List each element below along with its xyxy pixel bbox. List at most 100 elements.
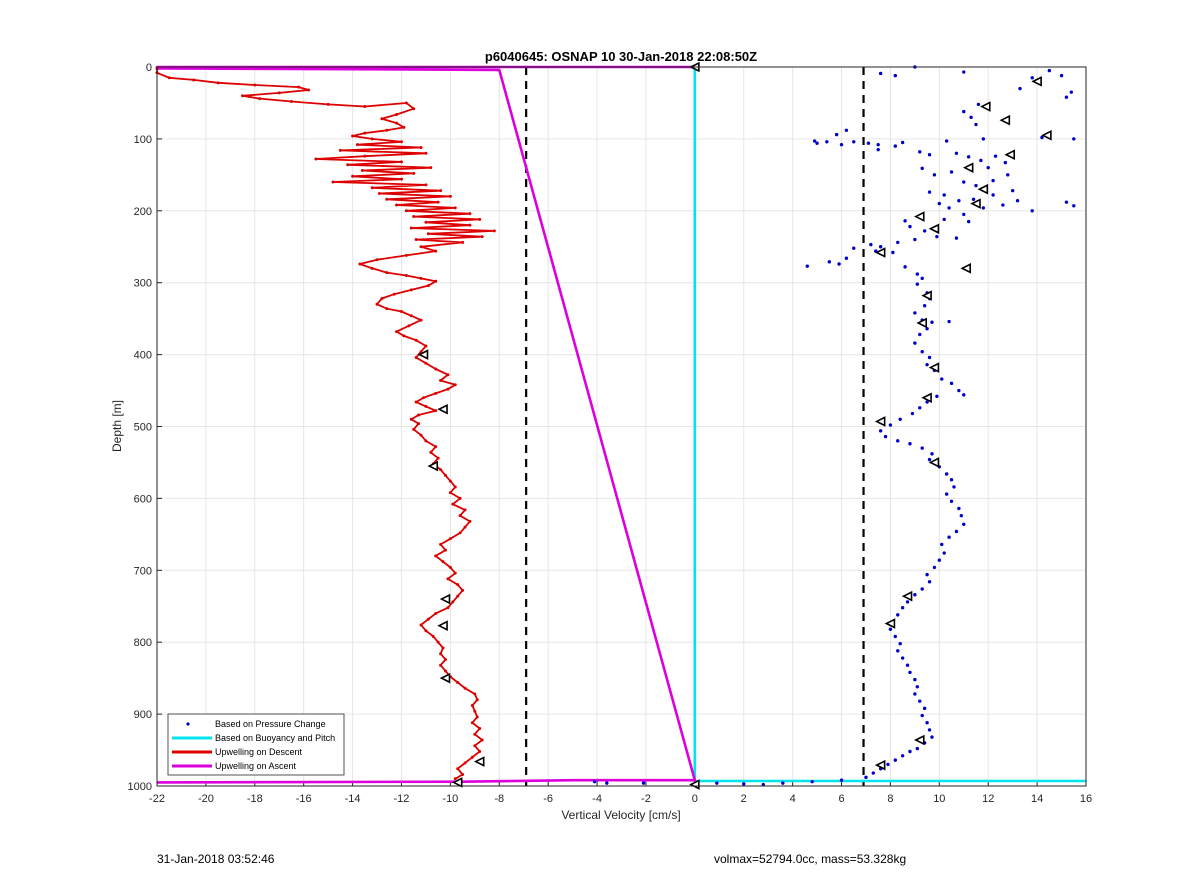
pressure-change-point xyxy=(918,150,922,154)
y-tick-label: 600 xyxy=(134,493,152,505)
descent-point xyxy=(448,565,452,569)
pressure-change-point xyxy=(962,522,966,526)
pressure-change-point xyxy=(927,728,932,732)
descent-point xyxy=(399,177,403,181)
pressure-change-point xyxy=(1001,203,1005,207)
legend-label-descent: Upwelling on Descent xyxy=(215,747,303,757)
pressure-change-point xyxy=(888,627,893,631)
pressure-change-point xyxy=(878,429,883,433)
pressure-change-point xyxy=(915,746,920,751)
pressure-change-point xyxy=(1006,173,1010,177)
pressure-change-point xyxy=(942,193,946,197)
pressure-change-point xyxy=(981,137,986,141)
pressure-change-point xyxy=(922,706,927,711)
pressure-change-point xyxy=(896,240,900,245)
pressure-change-point xyxy=(915,272,920,276)
pressure-change-point xyxy=(852,140,856,144)
descent-point xyxy=(480,235,484,239)
pressure-change-point xyxy=(925,362,929,367)
descent-point xyxy=(473,732,477,736)
descent-point xyxy=(241,94,245,98)
x-tick-label: 6 xyxy=(838,793,844,805)
legend-label-pressure: Based on Pressure Change xyxy=(215,719,326,729)
triangle-marker xyxy=(979,101,991,112)
pressure-change-point xyxy=(942,551,946,555)
descent-point xyxy=(434,611,438,615)
x-tick-label: 14 xyxy=(1031,793,1043,805)
footer-glider-info: volmax=52794.0cc, mass=53.328kg xyxy=(714,852,907,866)
pressure-change-point xyxy=(871,771,876,775)
descent-point xyxy=(461,240,465,244)
descent-point xyxy=(297,85,301,89)
x-tick-label: -22 xyxy=(149,793,165,805)
descent-point xyxy=(417,422,421,426)
descent-point xyxy=(167,76,171,80)
descent-point xyxy=(419,433,423,437)
descent-point xyxy=(448,479,452,483)
pressure-change-point xyxy=(974,183,978,188)
pressure-change-point xyxy=(959,513,964,518)
pressure-change-point xyxy=(942,217,946,222)
y-tick-label: 100 xyxy=(134,134,152,146)
y-tick-label: 0 xyxy=(146,62,152,74)
pressure-change-point xyxy=(893,758,898,762)
pressure-change-point xyxy=(1072,204,1076,208)
pressure-change-point xyxy=(981,206,986,210)
triangle-marker xyxy=(451,777,463,788)
descent-point xyxy=(475,715,479,719)
descent-point xyxy=(446,373,450,377)
pressure-change-point xyxy=(932,565,937,570)
pressure-change-point xyxy=(1059,73,1064,78)
descent-point xyxy=(446,577,450,581)
descent-point xyxy=(439,189,443,193)
descent-point xyxy=(453,485,457,489)
triangle-marker xyxy=(960,263,972,274)
descent-point xyxy=(424,404,428,408)
x-tick-label: -20 xyxy=(198,793,214,805)
pressure-change-point xyxy=(918,699,922,703)
descent-point xyxy=(289,100,293,104)
descent-point xyxy=(380,297,384,301)
descent-point xyxy=(331,180,335,184)
legend: Based on Pressure Change Based on Buoyan… xyxy=(167,713,345,776)
descent-point xyxy=(475,698,479,702)
descent-point xyxy=(402,334,406,338)
descent-point xyxy=(216,81,220,85)
pressure-change-point xyxy=(827,260,832,264)
pressure-change-point xyxy=(969,115,973,120)
x-tick-label: -2 xyxy=(641,793,651,805)
pressure-change-point xyxy=(898,417,902,422)
x-tick-label: 10 xyxy=(933,793,945,805)
descent-point xyxy=(434,554,438,558)
descent-point xyxy=(443,548,447,552)
descent-point xyxy=(351,134,355,138)
pressure-change-point xyxy=(903,265,907,269)
descent-point xyxy=(434,391,438,395)
triangle-marker xyxy=(1041,130,1052,141)
y-tick-label: 400 xyxy=(134,350,152,362)
x-tick-label: -12 xyxy=(394,793,410,805)
pressure-change-point xyxy=(944,139,949,143)
pressure-change-point xyxy=(1015,199,1020,203)
descent-point xyxy=(417,413,421,417)
pressure-change-point xyxy=(913,677,917,682)
descent-point xyxy=(385,271,389,275)
triangle-marker xyxy=(427,460,439,472)
descent-point xyxy=(451,502,455,506)
pressure-change-point xyxy=(896,613,900,617)
descent-point xyxy=(424,183,428,187)
x-tick-label: 2 xyxy=(741,793,747,805)
pressure-change-point xyxy=(834,132,839,137)
descent-point xyxy=(473,692,477,696)
pressure-change-point xyxy=(949,381,954,386)
descent-point xyxy=(370,137,374,141)
pressure-change-point xyxy=(927,457,932,462)
pressure-change-point xyxy=(837,262,841,266)
descent-point xyxy=(463,761,467,765)
descent-point xyxy=(424,220,428,224)
triangle-marker xyxy=(999,114,1011,126)
triangle-marker xyxy=(417,349,429,360)
pressure-change-point xyxy=(888,423,893,427)
descent-point xyxy=(468,212,472,216)
